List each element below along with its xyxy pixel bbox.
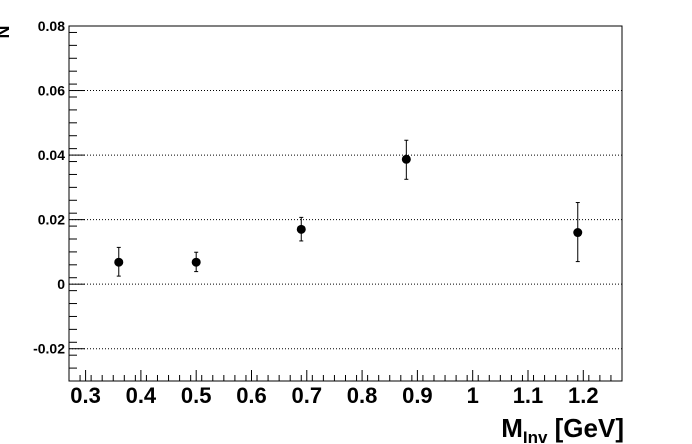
data-marker xyxy=(191,257,201,267)
x-axis-label-unit: [GeV] xyxy=(547,413,624,443)
x-tick-label: 1.2 xyxy=(568,383,599,408)
x-tick-label: 0.9 xyxy=(402,383,433,408)
x-tick-label: 0.3 xyxy=(70,383,101,408)
x-axis-ticks: 0.3 0.4 0.5 0.6 0.7 0.8 0.9 1 1.1 1.2 xyxy=(68,370,623,408)
data-marker xyxy=(114,257,124,267)
x-tick-label: 1 xyxy=(467,383,479,408)
data-point xyxy=(401,139,411,180)
x-tick-label: 0.6 xyxy=(236,383,267,408)
x-tick-label: 0.4 xyxy=(126,383,157,408)
data-point xyxy=(573,202,583,263)
grid-lines xyxy=(69,90,622,350)
data-marker xyxy=(573,228,583,238)
data-point xyxy=(191,251,201,273)
x-tick-label: 0.8 xyxy=(347,383,378,408)
x-tick-label: 0.7 xyxy=(291,383,322,408)
data-marker xyxy=(296,224,306,234)
y-axis-label: N xyxy=(0,26,13,39)
y-tick-label: -0.02 xyxy=(33,341,65,357)
x-axis-label: MInv [GeV] xyxy=(501,413,624,444)
plot-frame xyxy=(68,25,623,382)
data-points xyxy=(114,139,583,277)
x-tick-label: 1.1 xyxy=(513,383,544,408)
x-tick-label: 0.5 xyxy=(181,383,212,408)
x-axis-label-subscript: Inv xyxy=(523,428,548,444)
y-tick-label: 0.04 xyxy=(38,147,65,163)
y-axis-ticks: -0.02 0 0.02 0.04 0.06 0.08 xyxy=(33,18,85,382)
x-axis-label-main: M xyxy=(501,413,523,443)
y-tick-label: 0.08 xyxy=(38,18,65,34)
y-tick-label: 0.02 xyxy=(38,212,65,228)
y-tick-label: 0.06 xyxy=(38,83,65,99)
data-marker xyxy=(401,154,411,164)
y-tick-label: 0 xyxy=(57,276,65,292)
data-point xyxy=(296,216,306,242)
data-point xyxy=(114,246,124,277)
